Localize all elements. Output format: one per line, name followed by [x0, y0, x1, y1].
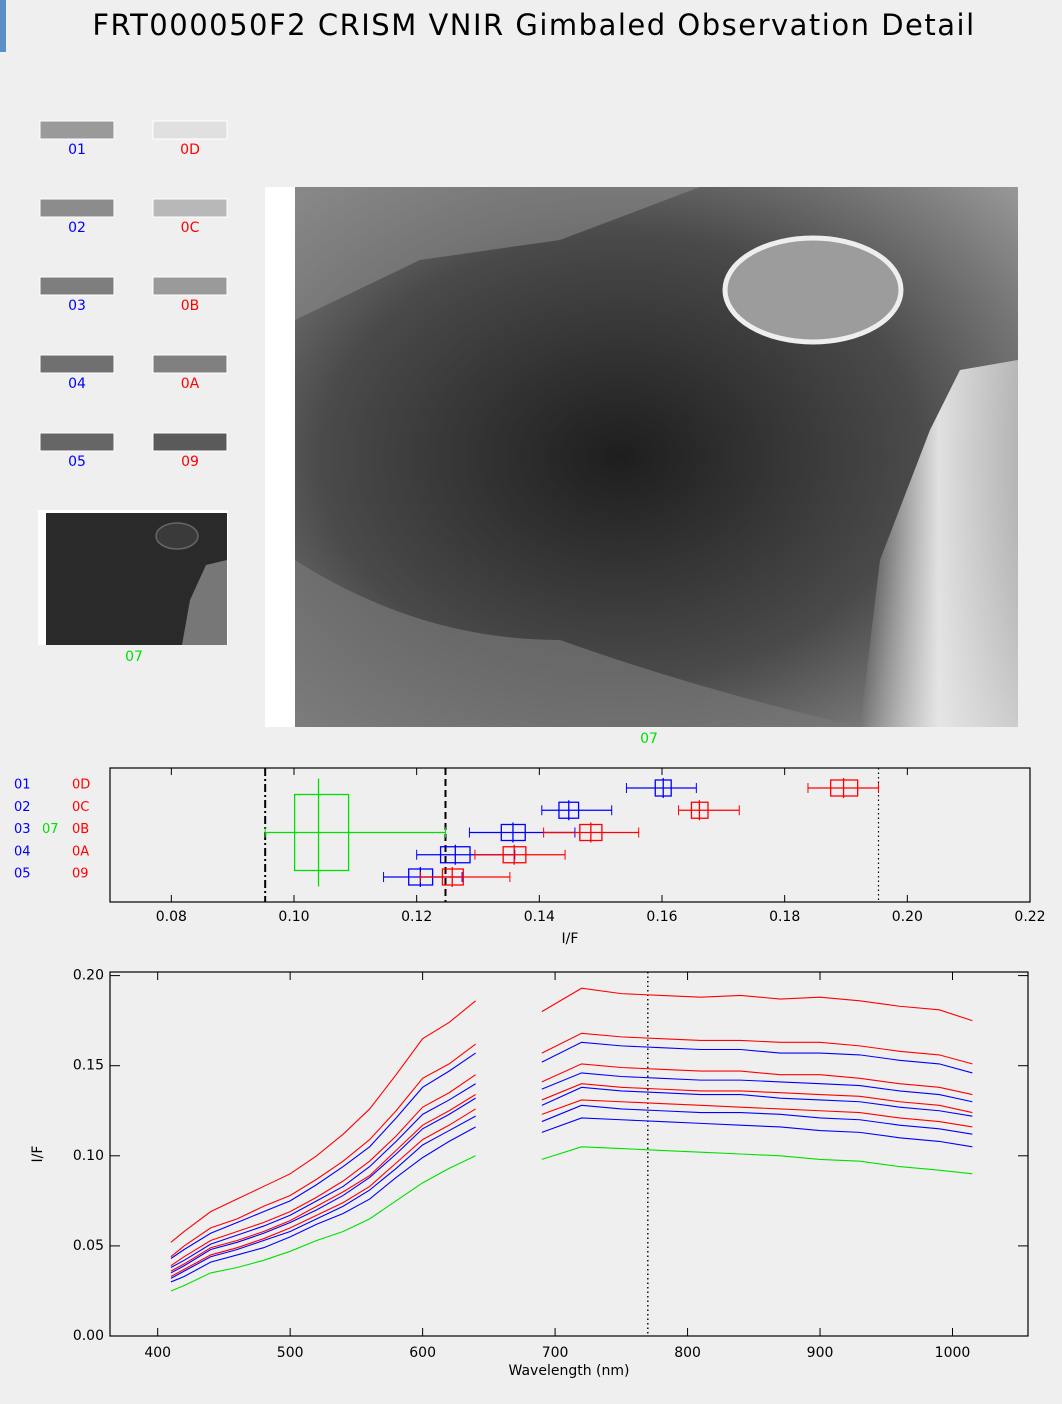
- crater: [725, 238, 901, 342]
- figure: FRT000050F2 CRISM VNIR Gimbaled Observat…: [0, 0, 1062, 1400]
- thumbnail-label: 0C: [181, 220, 200, 236]
- thumbnail-label: 09: [181, 454, 199, 470]
- thumbnail-label: 04: [68, 376, 86, 392]
- crater: [156, 523, 198, 549]
- spectrum-line: [171, 1100, 972, 1277]
- thumbnail: [153, 277, 227, 295]
- x-tick-label: 0.12: [401, 909, 432, 925]
- spectrum-line: [171, 1033, 972, 1256]
- y-tick-label: 0.10: [73, 1148, 104, 1164]
- legend-label: 0C: [72, 800, 89, 815]
- x-tick-label: 900: [807, 1345, 834, 1361]
- thumbnail: [40, 199, 114, 217]
- plot-frame: [110, 972, 1028, 1336]
- x-tick-label: 0.18: [769, 909, 800, 925]
- legend-label: 0B: [72, 822, 89, 837]
- x-tick-label: 700: [542, 1345, 569, 1361]
- legend-label: 09: [72, 867, 89, 882]
- legend-label: 01: [14, 778, 31, 793]
- x-tick-label: 0.14: [524, 909, 555, 925]
- x-tick-label: 0.22: [1014, 909, 1045, 925]
- thumbnail-label: 0D: [180, 142, 200, 158]
- thumbnail-label: 03: [68, 298, 86, 314]
- legend-label: 03: [14, 822, 31, 837]
- y-tick-label: 0.20: [73, 968, 104, 984]
- x-tick-label: 500: [277, 1345, 304, 1361]
- x-tick-label: 1000: [935, 1345, 971, 1361]
- y-tick-label: 0.15: [73, 1058, 104, 1074]
- x-tick-label: 0.08: [156, 909, 187, 925]
- thumbnail-label: 01: [68, 142, 86, 158]
- legend-label: 0D: [72, 778, 90, 793]
- thumbnail: [153, 433, 227, 451]
- y-tick-label: 0.00: [73, 1328, 104, 1344]
- thumbnail-label: 0B: [181, 298, 200, 314]
- y-tick-label: 0.05: [73, 1238, 104, 1254]
- spectrum-line: [171, 1064, 972, 1266]
- thumbnail: [40, 277, 114, 295]
- y-axis-label: I/F: [30, 1146, 46, 1163]
- thumbnail: [40, 121, 114, 139]
- legend-label: 05: [14, 867, 31, 882]
- window-edge: [0, 0, 6, 52]
- legend-label: 07: [42, 822, 59, 837]
- thumbnail-label: 07: [125, 649, 143, 665]
- spectrum-line: [171, 1105, 972, 1278]
- thumbnail-label: 02: [68, 220, 86, 236]
- x-tick-label: 0.16: [646, 909, 677, 925]
- x-axis-label: Wavelength (nm): [509, 1363, 630, 1379]
- x-tick-label: 800: [674, 1345, 701, 1361]
- thumbnail: [40, 355, 114, 373]
- thumbnail: [153, 121, 227, 139]
- x-tick-label: 0.10: [278, 909, 309, 925]
- x-axis-label: I/F: [562, 931, 579, 947]
- legend-label: 02: [14, 800, 31, 815]
- x-tick-label: 400: [144, 1345, 171, 1361]
- spectrum-line: [171, 1087, 972, 1273]
- thumbnail: [153, 199, 227, 217]
- page: { "title": "FRT000050F2 CRISM VNIR Gimba…: [0, 0, 1062, 1400]
- x-tick-label: 600: [409, 1345, 436, 1361]
- thumbnail-label: 05: [68, 454, 86, 470]
- spectrum-line: [171, 1147, 972, 1291]
- thumbnail: [153, 355, 227, 373]
- thumbnail: [40, 433, 114, 451]
- page-title: FRT000050F2 CRISM VNIR Gimbaled Observat…: [92, 8, 975, 42]
- spectrum-line: [171, 988, 972, 1242]
- spectrum-line: [171, 1073, 972, 1268]
- image-label: 07: [640, 731, 658, 747]
- legend-label: 04: [14, 844, 31, 859]
- legend-label: 0A: [72, 844, 89, 859]
- thumbnail-label: 0A: [181, 376, 200, 392]
- plot-frame: [110, 768, 1030, 902]
- x-tick-label: 0.20: [892, 909, 923, 925]
